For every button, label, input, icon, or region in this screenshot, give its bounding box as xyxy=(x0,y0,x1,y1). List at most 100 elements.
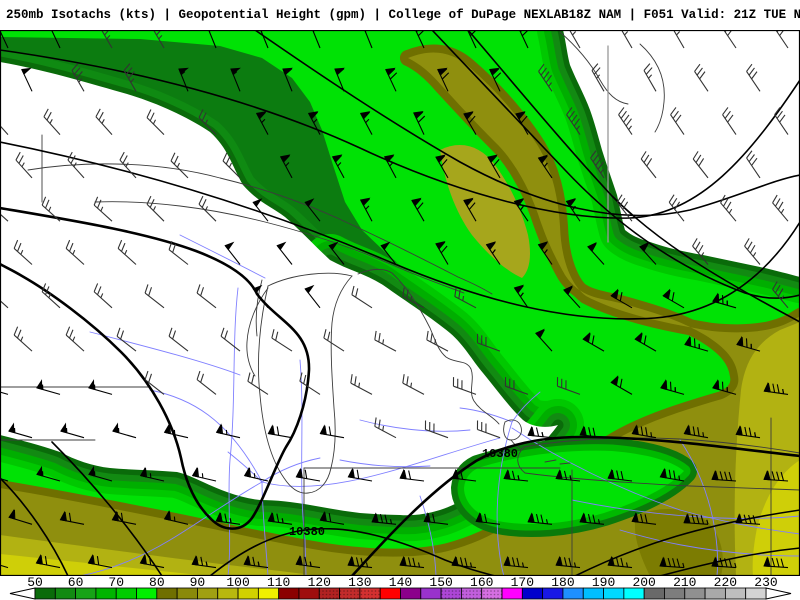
highways-line xyxy=(511,391,541,423)
wind-barb xyxy=(15,151,33,179)
wind-barb xyxy=(43,108,61,135)
highways-line xyxy=(79,481,263,576)
wind-barb xyxy=(123,63,137,92)
height-contours xyxy=(0,30,800,576)
colorbar-tick-label: 150 xyxy=(429,576,452,590)
colorbar-tick-label: 80 xyxy=(149,576,165,590)
colorbar-tick-label: 70 xyxy=(108,576,124,590)
wind-barb xyxy=(65,239,85,265)
wind-barb xyxy=(513,197,529,222)
wind-barb xyxy=(282,67,293,92)
wind-barb xyxy=(215,423,241,439)
wind-barb xyxy=(489,67,502,92)
colorbar-tick-label: 210 xyxy=(673,576,696,590)
wind-barb xyxy=(451,555,477,569)
colorbar-tick-label: 100 xyxy=(226,576,249,590)
wind-barb xyxy=(35,553,61,569)
wind-barb xyxy=(660,379,685,395)
wind-barb xyxy=(60,422,85,439)
highways-line xyxy=(496,421,513,576)
wind-barb xyxy=(331,154,345,179)
wind-barb xyxy=(347,555,373,569)
geography-line xyxy=(27,163,493,295)
wind-barb xyxy=(144,370,165,395)
wind-barb xyxy=(711,469,737,482)
wind-barb xyxy=(513,284,529,309)
wind-barb xyxy=(659,556,685,569)
wind-barb xyxy=(0,387,9,395)
wind-barb xyxy=(196,370,217,395)
wind-barb xyxy=(163,423,189,439)
wind-barb xyxy=(111,510,137,525)
wind-barb xyxy=(424,420,449,439)
wind-barb xyxy=(711,556,737,569)
wind-barb xyxy=(640,151,657,179)
colorbar-cell-225 xyxy=(745,587,767,600)
geography xyxy=(0,31,800,576)
wind-barb xyxy=(454,287,477,309)
colorbar-tick-label: 200 xyxy=(632,576,655,590)
wind-barb xyxy=(279,154,293,179)
wind-barb xyxy=(631,512,657,525)
colorbar-cell-stipple xyxy=(441,588,462,599)
wind-barb xyxy=(563,285,581,309)
wind-barb xyxy=(463,197,477,222)
wind-barb xyxy=(299,372,321,395)
wind-barb xyxy=(295,555,321,569)
wind-barb xyxy=(328,241,345,265)
wind-barb xyxy=(634,331,657,352)
wind-barb xyxy=(13,326,33,352)
wind-barb xyxy=(712,379,737,395)
wind-barb xyxy=(0,30,9,49)
map-title: 250mb Isotachs (kts) | Geopotential Heig… xyxy=(6,8,569,22)
wind-barb xyxy=(735,425,761,439)
wind-barb xyxy=(451,468,477,482)
highways-line xyxy=(149,389,263,483)
wind-barb xyxy=(351,285,373,309)
wind-barb xyxy=(215,511,241,525)
wind-barb xyxy=(476,333,501,352)
wind-barb xyxy=(772,194,789,222)
wind-barb xyxy=(763,556,789,569)
geography-line xyxy=(357,268,500,425)
wind-barb xyxy=(485,241,501,265)
geography-line xyxy=(523,437,800,454)
wind-barb xyxy=(537,241,553,265)
model-run-info: 18Z NAM | F051 Valid: 21Z TUE NOV 18 202… xyxy=(568,8,800,22)
contour-region xyxy=(634,509,723,576)
wind-barbs xyxy=(0,30,789,569)
wind-barb xyxy=(0,204,9,222)
geography-line xyxy=(639,43,665,133)
wind-barb xyxy=(146,109,165,135)
wind-barb xyxy=(607,468,633,482)
wind-barb xyxy=(191,555,217,569)
wind-barb xyxy=(692,151,709,179)
wind-barb xyxy=(746,63,761,92)
wind-barb xyxy=(41,196,61,222)
colorbar-tick-label: 170 xyxy=(511,576,534,590)
wind-barb xyxy=(87,553,113,569)
wind-barb xyxy=(411,197,425,222)
wind-barb xyxy=(119,151,137,179)
wind-barb xyxy=(487,154,501,179)
wind-barb xyxy=(579,512,605,525)
wind-barb xyxy=(659,467,685,482)
wind-barb xyxy=(587,242,605,265)
wind-barb xyxy=(41,283,61,309)
wind-barb xyxy=(426,330,449,352)
wind-barb xyxy=(515,111,529,135)
wind-barb xyxy=(371,512,397,525)
colorbar-tick-label: 90 xyxy=(190,576,206,590)
geography-line xyxy=(544,459,557,463)
colorbar-cell-stipple xyxy=(359,588,381,599)
wind-barb xyxy=(0,473,9,482)
wind-barb xyxy=(170,152,189,179)
wind-barb xyxy=(503,469,529,482)
wind-barb xyxy=(334,67,345,92)
wind-barb xyxy=(168,327,189,352)
wind-barb xyxy=(504,377,529,395)
colorbar-tick-label: 140 xyxy=(389,576,412,590)
wind-barb xyxy=(267,424,293,439)
wind-barb xyxy=(607,555,633,569)
colorbar-tick-label: 60 xyxy=(68,576,84,590)
